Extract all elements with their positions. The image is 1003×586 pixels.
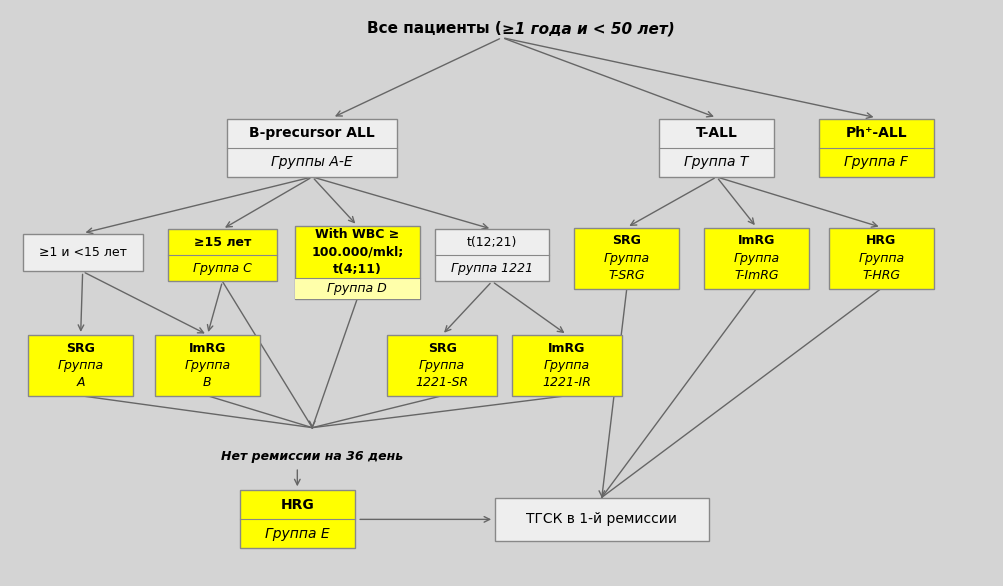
Text: ImRG: ImRG <box>737 234 774 247</box>
FancyBboxPatch shape <box>818 119 933 177</box>
Text: Группа: Группа <box>544 359 590 372</box>
FancyBboxPatch shape <box>574 228 679 289</box>
Text: Группа C: Группа C <box>193 262 252 275</box>
FancyBboxPatch shape <box>512 335 621 396</box>
Text: Группа 1221: Группа 1221 <box>450 262 533 275</box>
Text: SRG: SRG <box>427 342 456 355</box>
Text: T-ALL: T-ALL <box>695 127 737 141</box>
FancyBboxPatch shape <box>295 226 419 298</box>
FancyBboxPatch shape <box>659 119 773 177</box>
Text: T-ImRG: T-ImRG <box>733 269 778 282</box>
Text: ≥15 лет: ≥15 лет <box>194 236 251 248</box>
Text: Группа: Группа <box>418 359 464 372</box>
Text: HRG: HRG <box>280 498 314 512</box>
Text: SRG: SRG <box>612 234 641 247</box>
Text: B-precursor ALL: B-precursor ALL <box>249 127 375 141</box>
Text: T-HRG: T-HRG <box>862 269 900 282</box>
Text: 1221-IR: 1221-IR <box>542 376 591 390</box>
FancyBboxPatch shape <box>28 335 133 396</box>
FancyBboxPatch shape <box>23 233 142 271</box>
Text: Нет ремиссии на 36 день: Нет ремиссии на 36 день <box>221 450 403 463</box>
FancyBboxPatch shape <box>703 228 808 289</box>
Text: Группа D: Группа D <box>327 282 387 295</box>
Text: Группа: Группа <box>603 251 649 265</box>
Text: T-SRG: T-SRG <box>608 269 644 282</box>
Text: t(12;21): t(12;21) <box>466 236 517 248</box>
Text: Группа F: Группа F <box>844 155 908 169</box>
Text: Группа: Группа <box>733 251 779 265</box>
Text: ImRG: ImRG <box>189 342 226 355</box>
Text: Группа: Группа <box>858 251 904 265</box>
FancyBboxPatch shape <box>168 229 277 281</box>
Text: B: B <box>203 376 212 390</box>
Text: Группа: Группа <box>185 359 231 372</box>
FancyBboxPatch shape <box>154 335 260 396</box>
Text: Группа E: Группа E <box>265 527 329 541</box>
Text: t(4;11): t(4;11) <box>332 263 381 276</box>
FancyBboxPatch shape <box>387 335 496 396</box>
Text: HRG: HRG <box>866 234 896 247</box>
FancyBboxPatch shape <box>240 490 354 548</box>
Text: Ph⁺-ALL: Ph⁺-ALL <box>845 127 907 141</box>
Text: ≥1 и <15 лет: ≥1 и <15 лет <box>38 246 126 259</box>
Text: ImRG: ImRG <box>548 342 585 355</box>
Text: Группа T: Группа T <box>684 155 748 169</box>
Text: A: A <box>76 376 85 390</box>
FancyBboxPatch shape <box>228 119 397 177</box>
FancyBboxPatch shape <box>494 498 708 541</box>
Text: Группа: Группа <box>57 359 103 372</box>
Text: ≥1 года и < 50 лет): ≥1 года и < 50 лет) <box>502 22 674 36</box>
Text: Группы A-E: Группы A-E <box>271 155 353 169</box>
Text: With WBC ≥: With WBC ≥ <box>315 228 399 241</box>
Text: SRG: SRG <box>66 342 95 355</box>
Text: Все пациенты (: Все пациенты ( <box>367 22 502 36</box>
FancyBboxPatch shape <box>434 229 549 281</box>
Text: 1221-SR: 1221-SR <box>415 376 468 390</box>
Text: ТГСК в 1-й ремиссии: ТГСК в 1-й ремиссии <box>526 512 677 526</box>
FancyBboxPatch shape <box>295 278 419 298</box>
FancyBboxPatch shape <box>828 228 933 289</box>
Text: 100.000/mkl;: 100.000/mkl; <box>311 246 403 258</box>
